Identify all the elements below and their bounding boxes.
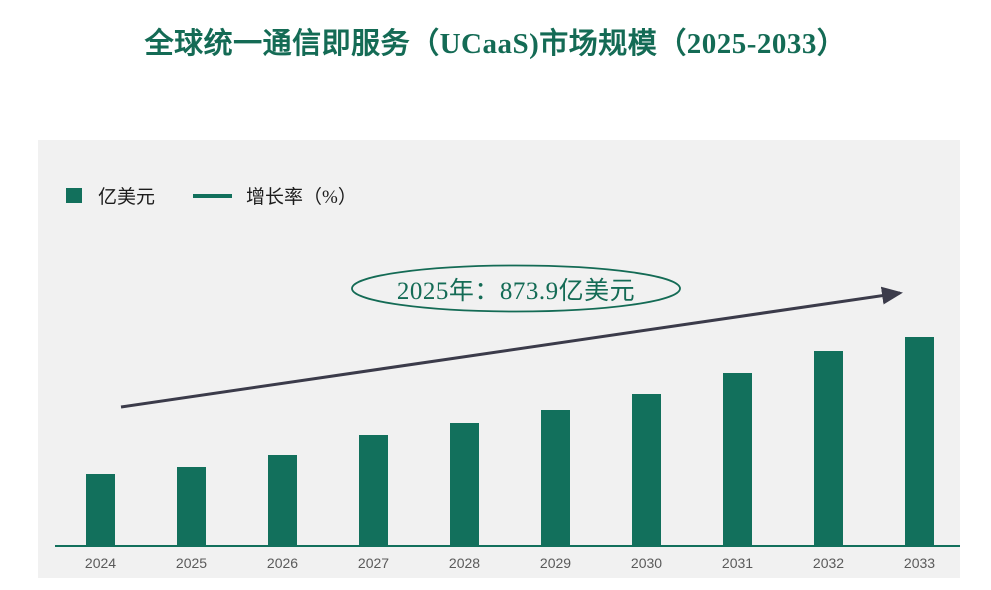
annotation-callout: 2025年：873.9亿美元 xyxy=(350,264,682,313)
x-axis-line xyxy=(55,545,960,547)
bar-2024[interactable] xyxy=(86,474,115,545)
x-tick-2028: 2028 xyxy=(448,555,481,571)
legend-item-bar[interactable]: 亿美元 xyxy=(66,182,155,209)
x-tick-2033: 2033 xyxy=(903,555,936,571)
legend-item-label: 亿美元 xyxy=(98,187,156,208)
bar-2025[interactable] xyxy=(177,467,206,545)
x-tick-2024: 2024 xyxy=(84,555,117,571)
bar-2028[interactable] xyxy=(450,423,479,545)
page-title: 全球统一通信即服务（UCaaS)市场规模（2025-2033） xyxy=(144,28,847,60)
x-tick-2030: 2030 xyxy=(630,555,663,571)
annotation-text: 2025年：873.9亿美元 xyxy=(396,277,636,305)
legend-item-label: 增长率（%） xyxy=(246,187,357,208)
bar-2027[interactable] xyxy=(359,435,388,545)
legend-square-icon xyxy=(66,188,82,203)
bar-2029[interactable] xyxy=(541,410,570,545)
bar-2030[interactable] xyxy=(632,394,661,545)
bar-2032[interactable] xyxy=(814,351,843,545)
bar-2033[interactable] xyxy=(905,337,934,545)
x-tick-2026: 2026 xyxy=(266,555,299,571)
x-tick-2027: 2027 xyxy=(357,555,390,571)
x-tick-2031: 2031 xyxy=(721,555,754,571)
x-tick-2032: 2032 xyxy=(812,555,845,571)
bar-2026[interactable] xyxy=(268,455,297,545)
annotation-ellipse-icon xyxy=(351,264,681,313)
chart-panel: 亿美元 增长率（%） xyxy=(38,140,960,578)
x-tick-2025: 2025 xyxy=(175,555,208,571)
chart-legend: 亿美元 增长率（%） xyxy=(66,182,357,209)
legend-item-line[interactable]: 增长率（%） xyxy=(193,182,357,209)
bar-2031[interactable] xyxy=(723,373,752,545)
x-tick-2029: 2029 xyxy=(539,555,572,571)
plot-area: 2025年：873.9亿美元 2024 2025 2026 2027 2028 … xyxy=(38,140,960,578)
x-axis-labels: 2024 2025 2026 2027 2028 2029 2030 2031 … xyxy=(38,555,960,579)
legend-line-icon xyxy=(193,193,233,198)
